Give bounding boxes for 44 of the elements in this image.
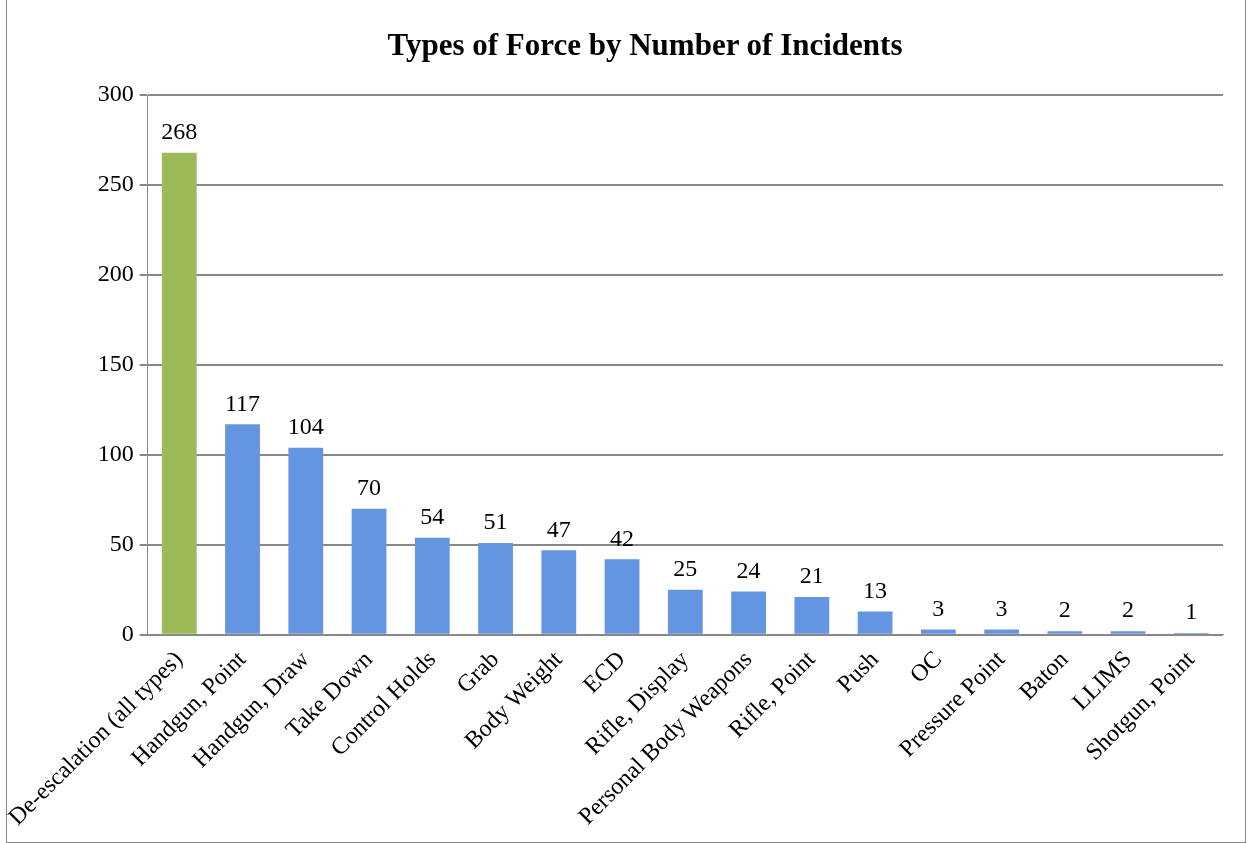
data-label: 13 xyxy=(863,576,888,603)
y-tick-label: 250 xyxy=(97,170,134,197)
data-label: 42 xyxy=(610,524,635,551)
bar xyxy=(161,152,197,634)
bar xyxy=(225,424,260,634)
y-tick-label: 300 xyxy=(97,80,134,107)
x-tick-label: OC xyxy=(904,645,947,688)
bar xyxy=(1047,631,1083,634)
data-label: 21 xyxy=(799,562,824,589)
data-label: 24 xyxy=(736,556,761,583)
data-label: 25 xyxy=(673,555,698,582)
bar xyxy=(1110,631,1146,634)
data-label: 47 xyxy=(546,515,571,542)
data-label: 3 xyxy=(932,594,945,621)
x-tick-label: Push xyxy=(831,645,884,697)
data-label: 51 xyxy=(483,508,508,535)
bar xyxy=(984,629,1019,634)
bar xyxy=(541,550,577,634)
data-label: 70 xyxy=(357,474,382,501)
chart-title: Types of Force by Number of Incidents xyxy=(387,26,903,62)
x-tick-label: Grab xyxy=(451,645,504,698)
bar xyxy=(351,508,387,634)
data-label: 54 xyxy=(420,502,445,529)
data-label: 117 xyxy=(224,389,261,416)
y-tick-label: 0 xyxy=(121,620,134,647)
data-label: 2 xyxy=(1058,596,1071,623)
data-label: 3 xyxy=(995,594,1008,621)
y-tick-label: 100 xyxy=(97,440,134,467)
bar xyxy=(478,543,513,634)
bar xyxy=(857,611,893,634)
bar xyxy=(731,591,766,634)
data-label: 2 xyxy=(1122,596,1135,623)
bar xyxy=(288,447,324,634)
y-tick-label: 150 xyxy=(97,350,134,377)
data-label: 268 xyxy=(161,118,198,145)
bar xyxy=(667,589,703,634)
data-label: 1 xyxy=(1185,598,1198,625)
y-tick-label: 50 xyxy=(109,530,134,557)
y-tick-label: 200 xyxy=(97,260,134,287)
bar xyxy=(414,537,450,634)
bar xyxy=(794,597,830,634)
bar xyxy=(920,629,956,634)
bar xyxy=(604,559,640,634)
data-label: 104 xyxy=(287,413,324,440)
